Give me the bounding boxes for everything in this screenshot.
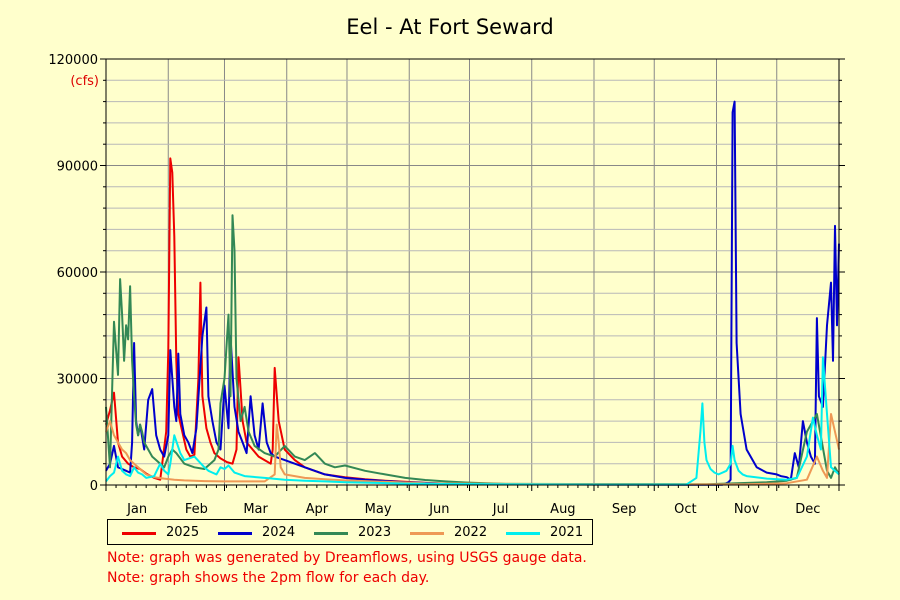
y-tick-label: 90000	[57, 160, 98, 175]
x-month-label: May	[365, 502, 392, 517]
series-line-2022	[105, 413, 840, 486]
y-tick-label: 0	[90, 479, 98, 494]
legend-label-2025: 2025	[166, 525, 200, 540]
x-month-label: Dec	[795, 502, 820, 517]
x-month-label: Apr	[306, 502, 329, 517]
legend-swatch-2021	[506, 532, 540, 535]
legend-swatch-2025	[122, 532, 156, 535]
x-month-label: Jun	[428, 502, 449, 517]
note-data-source: Note: graph was generated by Dreamflows,…	[107, 550, 587, 566]
series-line-2024	[105, 100, 840, 486]
y-axis-unit: (cfs)	[70, 74, 99, 89]
legend-label-2022: 2022	[454, 525, 488, 540]
legend: 2025 2024 2023 2022 2021	[107, 519, 593, 545]
y-tick-label: 60000	[57, 266, 98, 281]
chart-title: Eel - At Fort Seward	[346, 15, 553, 39]
legend-swatch-2024	[218, 532, 252, 535]
x-month-label: Jan	[126, 502, 147, 517]
legend-swatch-2022	[410, 532, 444, 535]
x-month-label: Sep	[612, 502, 637, 517]
legend-label-2023: 2023	[358, 525, 392, 540]
legend-label-2021: 2021	[550, 525, 584, 540]
x-month-label: Oct	[674, 502, 696, 517]
legend-label-2024: 2024	[262, 525, 296, 540]
x-month-label: Nov	[734, 502, 760, 517]
x-month-label: Mar	[243, 502, 268, 517]
x-month-label: Feb	[185, 502, 208, 517]
series-line-2021	[105, 356, 840, 486]
y-tick-label: 30000	[57, 373, 98, 388]
x-month-label: Aug	[550, 502, 575, 517]
note-daily-flow: Note: graph shows the 2pm flow for each …	[107, 570, 430, 586]
y-tick-label: 120000	[48, 53, 98, 68]
legend-swatch-2023	[314, 532, 348, 535]
x-month-label: Jul	[492, 502, 509, 517]
